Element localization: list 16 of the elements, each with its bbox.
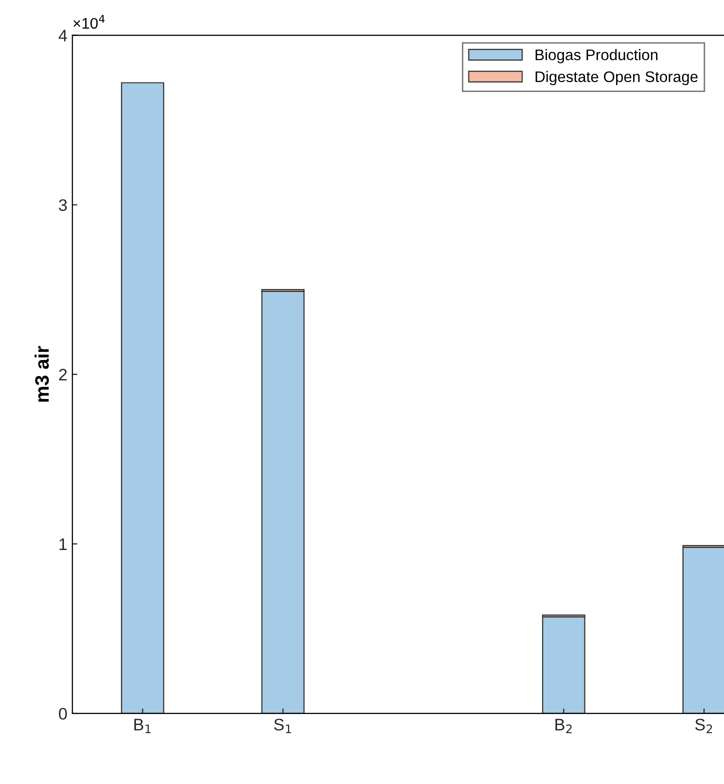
y-tick-label: 4 — [58, 30, 68, 42]
y-tick-label: 1 — [60, 538, 67, 550]
bar — [120, 82, 164, 714]
text: ×10$^{4}$ — [73, 14, 105, 29]
y-tick-label: 0 — [58, 708, 67, 720]
y-tick-label: 2 — [59, 368, 67, 380]
x-tick-label: S$_{1}$ — [274, 718, 291, 734]
bar — [261, 290, 305, 714]
x-tick-label: B$_{1}$ — [134, 718, 151, 734]
bar — [542, 616, 586, 714]
legend-label: Biogas Production — [536, 49, 658, 64]
x-tick-label: S$_{2}$ — [695, 718, 712, 734]
x-tick-label: B$_{2}$ — [555, 718, 572, 734]
y-tick-label: 3 — [58, 199, 67, 212]
y-axis-title: m3 air — [34, 346, 49, 402]
legend-label: Digestate Open Storage — [536, 70, 698, 86]
